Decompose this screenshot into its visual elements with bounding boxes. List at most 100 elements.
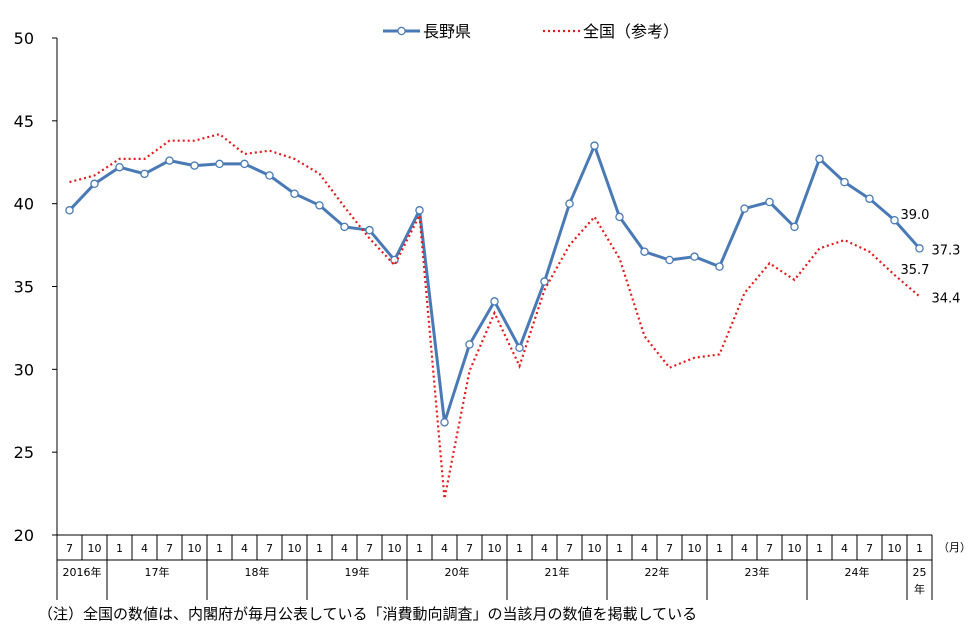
x-tick-label: 1 (816, 542, 823, 555)
data-point (140, 169, 149, 179)
year-label: 18年 (245, 565, 270, 579)
year-label: 24年 (845, 565, 870, 579)
data-point (690, 252, 699, 261)
data-point (740, 204, 749, 213)
year-label: 2016年 (63, 565, 102, 579)
x-tick-label: 4 (441, 542, 448, 555)
data-point (465, 340, 474, 349)
x-tick-label: 1 (916, 542, 923, 555)
x-tick-label: 4 (641, 542, 648, 555)
x-tick-label: 4 (741, 542, 748, 555)
data-point (265, 171, 274, 180)
legend-label: 全国（参考） (583, 22, 679, 41)
data-point (515, 343, 524, 353)
x-tick-label: 10 (788, 542, 802, 555)
x-axis-ticks: 7 10 1 4 7 10 1 4 7 10 1 4 7 10 1 4 7 10 1 4 7 10 1 4 7 10 1 4 7 10 1 4… (56, 535, 971, 600)
data-point (815, 154, 824, 164)
x-tick-label: 4 (141, 542, 148, 555)
data-point (640, 247, 649, 256)
data-point (65, 206, 74, 215)
year-label: 17年 (145, 565, 170, 579)
data-point (490, 297, 499, 306)
x-tick-label: 1 (116, 542, 123, 555)
x-tick-label: 7 (166, 542, 173, 555)
legend-marker (397, 26, 406, 36)
x-tick-label: 7 (566, 542, 573, 555)
data-point (565, 199, 574, 208)
data-point (290, 189, 299, 198)
data-point (440, 418, 449, 427)
year-label-suffix: 年 (914, 582, 925, 596)
series-nagano (65, 141, 924, 427)
x-tick-label: 10 (388, 542, 402, 555)
x-tick-label: 7 (766, 542, 773, 555)
series-layer (65, 132, 924, 499)
x-tick-label: 10 (488, 542, 502, 555)
year-label: 22年 (645, 565, 670, 579)
data-point (665, 255, 674, 265)
y-tick-label: 40 (14, 195, 34, 214)
x-tick-label: 4 (341, 542, 348, 555)
series-line (68, 144, 921, 424)
data-point (790, 222, 799, 232)
data-label: 34.4 (932, 291, 961, 306)
x-tick-label: 10 (88, 542, 102, 555)
x-tick-label: 10 (688, 542, 702, 555)
data-point (315, 201, 324, 210)
y-tick-label: 30 (14, 360, 34, 379)
data-point (240, 159, 249, 169)
data-point (715, 262, 724, 271)
x-tick-label: 7 (666, 542, 673, 555)
legend-label: 長野県 (423, 22, 471, 41)
y-tick-label: 35 (14, 278, 34, 297)
data-point (840, 177, 849, 187)
year-label: 19年 (345, 565, 370, 579)
data-label: 37.3 (932, 243, 961, 258)
year-label: 25 (913, 566, 927, 579)
x-tick-label: 1 (516, 542, 523, 555)
y-tick-label: 25 (14, 443, 34, 462)
month-unit-label: （月） (938, 541, 971, 554)
x-tick-label: 4 (841, 542, 848, 555)
x-tick-label: 4 (541, 542, 548, 555)
y-axis-ticks: 20 25 30 35 40 45 50 (14, 29, 57, 545)
data-point (590, 141, 599, 150)
x-tick-label: 1 (616, 542, 623, 555)
x-tick-label: 10 (288, 542, 302, 555)
x-tick-label: 7 (466, 542, 473, 555)
x-tick-label: 7 (366, 542, 373, 555)
x-tick-label: 7 (66, 542, 73, 555)
data-point (765, 197, 774, 207)
data-point (115, 162, 124, 172)
legend-item-nagano: 長野県 (383, 22, 471, 41)
y-tick-label: 50 (14, 29, 34, 48)
year-label: 20年 (445, 565, 470, 579)
legend-item-national: 全国（参考） (543, 22, 679, 41)
y-tick-label: 45 (14, 112, 34, 131)
data-point (390, 255, 399, 265)
x-tick-label: 4 (241, 542, 248, 555)
data-point (915, 244, 924, 253)
year-label: 23年 (745, 565, 770, 579)
data-point (215, 159, 224, 169)
series-national (69, 132, 921, 499)
data-point (615, 212, 624, 222)
x-tick-label: 10 (888, 542, 902, 555)
data-labels: 39.0 37.335.734.4 (901, 208, 961, 306)
data-label: 39.0 (901, 208, 930, 223)
x-tick-label: 10 (188, 542, 202, 555)
data-point (90, 179, 99, 189)
legend: 長野県 全国（参考） (383, 22, 679, 41)
data-point (415, 206, 424, 215)
x-tick-label: 10 (588, 542, 602, 555)
data-point (165, 156, 174, 165)
data-point (340, 222, 349, 232)
data-point (865, 194, 874, 203)
x-tick-label: 1 (316, 542, 323, 555)
data-point (890, 215, 899, 225)
axes (56, 38, 932, 600)
footnote: （注）全国の数値は、内閣府が毎月公表している「消費動向調査」の当該月の数値を掲載… (38, 605, 698, 623)
data-label: 35.7 (901, 263, 930, 278)
x-tick-label: 1 (416, 542, 423, 555)
